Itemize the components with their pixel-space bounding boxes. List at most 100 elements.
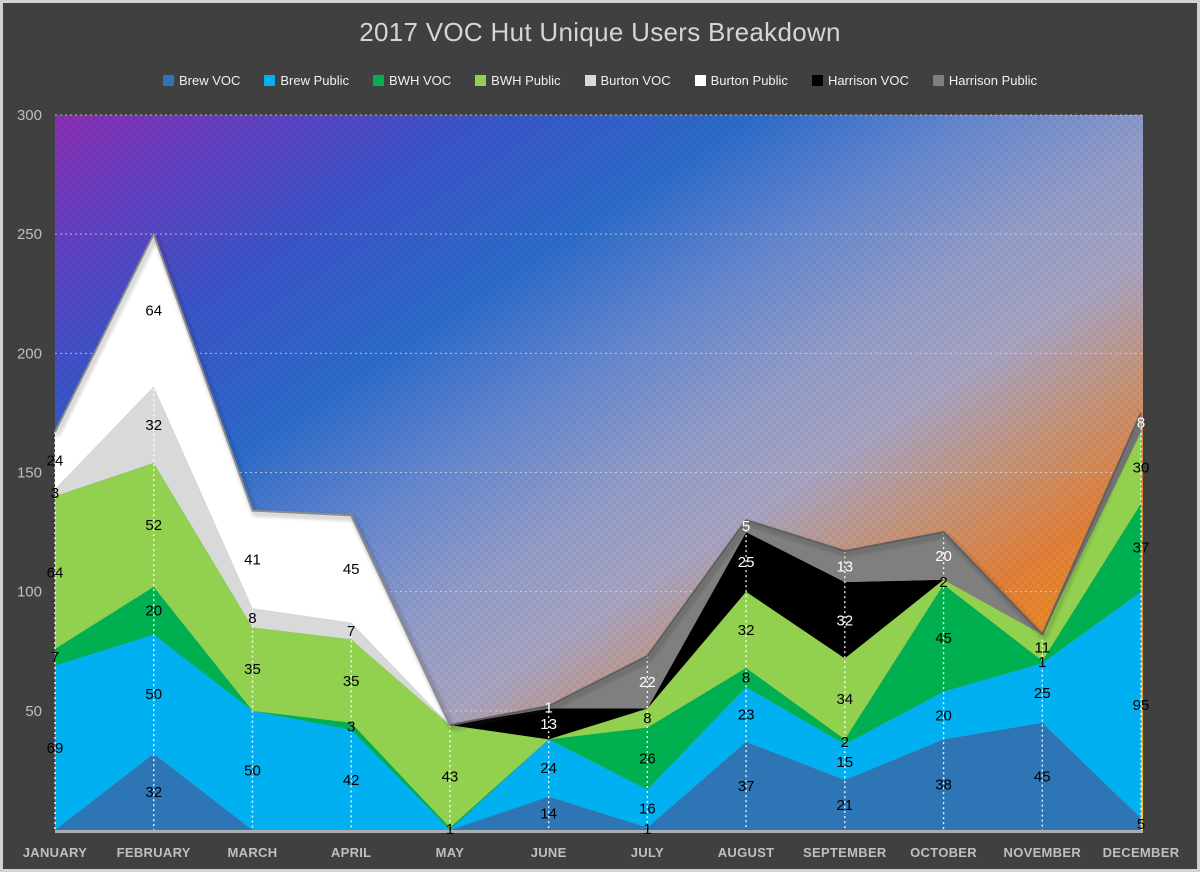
outline-harrison-public [449,412,1142,727]
y-tick-label: 50 [25,703,42,720]
data-label: 1 [643,821,651,838]
month-label: APRIL [331,845,372,860]
month-label: NOVEMBER [1004,845,1082,860]
data-label: 20 [935,708,952,725]
legend-label: Harrison VOC [827,73,909,88]
data-label: 52 [145,517,162,534]
data-label: 8 [742,669,750,686]
legend-label: BWH Public [491,73,561,88]
legend-label: Brew Public [280,73,350,88]
legend-item-burton-public: Burton Public [694,73,788,88]
data-label: 69 [47,740,64,757]
legend-swatch-icon [264,75,276,86]
month-label: OCTOBER [910,845,977,860]
drop-lines [54,234,1142,830]
legend-label: Burton Public [710,73,788,88]
area-bwh-public [55,432,1141,828]
area-burton-public [55,234,1141,740]
legend-label: Harrison Public [948,73,1038,88]
legend-item-brew-voc: Brew VOC [162,73,240,88]
data-label: 20 [145,603,162,620]
legend-label: BWH VOC [389,73,452,88]
data-label: 5 [742,518,750,535]
data-label: 13 [836,559,853,576]
y-tick-label: 250 [17,226,42,243]
month-label: JULY [631,845,664,860]
legend-item-bwh-public: BWH Public [475,73,561,88]
data-label: 35 [343,673,360,690]
data-label: 3 [347,718,355,735]
legend-item-brew-public: Brew Public [264,73,349,88]
y-tick-label: 100 [17,584,42,601]
data-label: 34 [836,691,853,708]
area-bwh-voc [55,503,1141,830]
data-label: 32 [145,784,162,801]
month-label: MARCH [228,845,278,860]
data-label: 8 [643,710,651,727]
data-label: 26 [639,751,656,768]
area-burton-voc [55,386,1141,740]
area-harrison-voc [55,234,1141,740]
legend-item-bwh-voc: BWH VOC [373,73,451,88]
area-brew-public [55,591,1141,830]
data-label: 13 [540,716,557,733]
legend-swatch-icon [162,75,174,86]
data-label: 41 [244,551,261,568]
data-label: 37 [1133,540,1150,557]
data-label: 38 [935,777,952,794]
data-label: 30 [1133,460,1150,477]
data-label: 50 [145,686,162,703]
data-label: 16 [639,801,656,818]
data-label: 37 [738,778,755,795]
legend-swatch-icon [694,75,706,86]
data-label: 2 [939,574,947,591]
data-label: 23 [738,706,755,723]
data-label: 42 [343,772,360,789]
data-label: 95 [1133,697,1150,714]
month-label: SEPTEMBER [803,845,887,860]
data-label: 8 [248,610,256,627]
data-label: 1 [1038,654,1046,671]
month-label: JANUARY [23,845,87,860]
legend-item-burton-voc: Burton VOC [584,73,671,88]
legend-item-harrison-voc: Harrison VOC [811,73,909,88]
month-label: AUGUST [718,845,775,860]
data-label: 7 [51,649,59,666]
y-tick-label: 200 [17,345,42,362]
outline-burton-public [54,233,451,726]
data-label: 2 [841,734,849,751]
data-label: 8 [1137,414,1145,431]
month-label: DECEMBER [1103,845,1180,860]
legend-swatch-icon [584,75,596,86]
data-label: 5 [1137,816,1145,833]
data-label: 64 [145,302,162,319]
series-outlines [54,233,1142,727]
legend: Brew VOC Brew Public BWH VOC BWH Public Burt… [3,73,1197,88]
data-label: 25 [1034,685,1051,702]
month-label: MAY [436,845,465,860]
data-label: 22 [639,674,656,691]
data-label: 35 [244,661,261,678]
legend-swatch-icon [475,75,487,86]
legend-swatch-icon [373,75,385,86]
data-label: 24 [540,760,557,777]
legend-item-harrison-public: Harrison Public [932,73,1038,88]
legend-label: Burton VOC [600,73,671,88]
data-label: 24 [47,453,64,470]
data-label: 7 [347,623,355,640]
data-label: 32 [145,417,162,434]
data-label: 1 [446,821,454,838]
data-label: 43 [442,768,459,785]
data-label: 64 [47,565,64,582]
area-brew-voc [55,722,1141,830]
data-label: 3 [51,485,59,502]
month-label: FEBRUARY [117,845,191,860]
y-tick-label: 300 [17,107,42,124]
data-label: 45 [343,561,360,578]
data-label: 45 [935,630,952,647]
chart-title: 2017 VOC Hut Unique Users Breakdown [359,17,841,47]
data-label: 45 [1034,768,1051,785]
